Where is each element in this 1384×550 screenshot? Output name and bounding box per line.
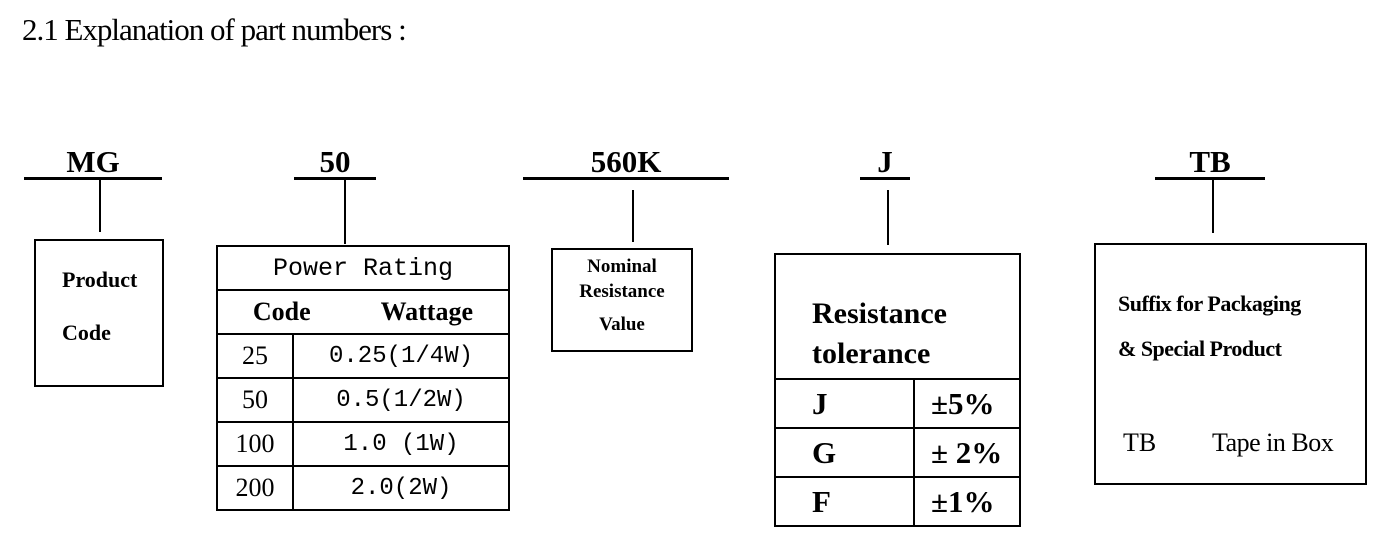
page-title: 2.1 Explanation of part numbers : [22, 12, 407, 47]
table-row: F ±1% [774, 476, 1021, 527]
power-rating-header: Power Rating [216, 245, 510, 291]
underline [24, 177, 162, 180]
suffix-box: Suffix for Packaging & Special Product T… [1094, 243, 1367, 485]
table-row: 50 0.5(1/2W) [216, 377, 510, 423]
row-wattage: 2.0(2W) [292, 465, 510, 511]
tolerance-code: J [774, 378, 915, 429]
resistance-label: Resistance [579, 281, 665, 302]
suffix-item-code: TB [1123, 428, 1157, 457]
connector-line [1212, 180, 1214, 233]
segment-code-resistance: 560K [590, 144, 662, 179]
segment-code-power: 50 [319, 144, 351, 179]
col-wattage-header: Wattage [380, 297, 473, 326]
table-row: J ±5% [774, 378, 1021, 429]
tolerance-value: ±5% [913, 378, 1021, 429]
tolerance-header-line1: Resistance [812, 297, 947, 330]
suffix-label-line2: & Special Product [1118, 336, 1282, 361]
row-wattage: 0.5(1/2W) [292, 377, 510, 423]
table-row: G ± 2% [774, 427, 1021, 478]
table-row: 100 1.0 (1W) [216, 421, 510, 467]
tolerance-header-line2: tolerance [812, 337, 931, 370]
col-code-header: Code [252, 297, 311, 326]
row-code: 200 [216, 465, 294, 511]
value-label: Value [599, 314, 645, 335]
suffix-item-desc: Tape in Box [1212, 428, 1334, 457]
row-code: 100 [216, 421, 294, 467]
tolerance-value: ± 2% [913, 427, 1021, 478]
product-label: Product [62, 267, 138, 292]
tolerance-code: G [774, 427, 915, 478]
connector-line [887, 190, 889, 245]
table-row: 200 2.0(2W) [216, 465, 510, 511]
underline [294, 177, 376, 180]
segment-code-tolerance: J [877, 144, 893, 179]
row-wattage: 0.25(1/4W) [292, 333, 510, 379]
nominal-label: Nominal [587, 256, 657, 277]
product-code-box: Product Code [34, 239, 164, 387]
tolerance-code: F [774, 476, 915, 527]
table-row: 25 0.25(1/4W) [216, 333, 510, 379]
segment-code-suffix: TB [1189, 144, 1231, 179]
underline [860, 177, 910, 180]
segment-code-mg: MG [66, 144, 120, 179]
connector-line [99, 180, 101, 232]
underline [1155, 177, 1265, 180]
suffix-label-line1: Suffix for Packaging [1118, 291, 1301, 316]
power-rating-table: Power Rating Code Wattage 25 0.25(1/4W) … [216, 245, 510, 511]
tolerance-value: ±1% [913, 476, 1021, 527]
row-wattage: 1.0 (1W) [292, 421, 510, 467]
row-code: 50 [216, 377, 294, 423]
nominal-resistance-box: Nominal Resistance Value [551, 248, 693, 352]
connector-line [344, 180, 346, 244]
code-label: Code [62, 320, 111, 345]
connector-line [632, 190, 634, 242]
tolerance-table: Resistance tolerance J ±5% G ± 2% F ±1% [774, 253, 1021, 527]
underline [523, 177, 729, 180]
row-code: 25 [216, 333, 294, 379]
